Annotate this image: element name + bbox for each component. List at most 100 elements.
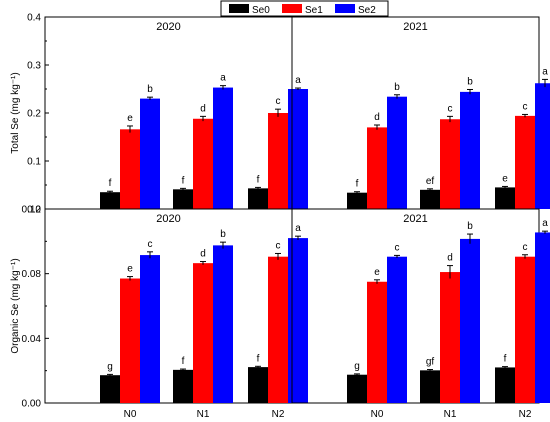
significance-letter: e	[374, 267, 380, 278]
significance-letter: d	[374, 112, 380, 123]
plot-frame	[44, 16, 293, 210]
significance-letter: e	[502, 173, 508, 184]
significance-letter: c	[148, 239, 153, 250]
chart-panels: 2020 0.0 0.1 0.2 0.3 0.4 Total Se (mg kg⁻¹) f e b…	[10, 13, 550, 420]
y-tick-label: 0.12	[22, 205, 42, 216]
bar-se1-n0	[120, 278, 140, 403]
bar-se0-n2	[248, 188, 268, 209]
bar-se1-n2	[515, 256, 535, 403]
bar-se0-n1	[420, 370, 440, 403]
significance-letter: f	[257, 174, 260, 185]
x-tick-label: N2	[272, 409, 285, 420]
bar-se0-n2	[248, 367, 268, 403]
bar-se0-n1	[173, 369, 193, 403]
significance-letter: e	[127, 113, 133, 124]
significance-letter: b	[147, 84, 153, 95]
bar-se2-n2	[535, 83, 550, 209]
significance-letter: a	[220, 73, 226, 84]
chart-panel-4: 2021 g e c N0 gf d b N1 f c a N2	[291, 208, 550, 420]
bar-se2-n1	[213, 245, 233, 403]
significance-letter: c	[523, 101, 528, 112]
bar-se2-n1	[460, 238, 480, 403]
significance-letter: gf	[426, 357, 435, 368]
significance-letter: d	[200, 249, 206, 260]
significance-letter: f	[257, 353, 260, 364]
significance-letter: b	[467, 76, 473, 87]
x-tick-label: N1	[197, 409, 210, 420]
bar-se2-n2	[288, 238, 308, 403]
significance-letter: c	[276, 96, 281, 107]
y-tick-label: 0.04	[22, 334, 42, 345]
y-tick-label: 0.08	[22, 269, 42, 280]
bar-se0-n0	[347, 192, 367, 209]
x-tick-label: N0	[371, 409, 384, 420]
significance-letter: a	[295, 223, 301, 234]
legend-label-se1: Se1	[305, 5, 323, 16]
bar-se1-n2	[268, 113, 288, 209]
x-tick-label: N2	[519, 409, 532, 420]
y-tick-label: 0.2	[27, 109, 41, 120]
bar-se1-n1	[193, 263, 213, 403]
bar-se2-n0	[140, 255, 160, 403]
significance-letter: c	[276, 240, 281, 251]
significance-letter: c	[395, 242, 400, 253]
legend-swatch-se2	[335, 4, 355, 13]
y-tick-label: 0.1	[27, 157, 41, 168]
legend-label-se0: Se0	[252, 5, 270, 16]
bar-se1-n0	[367, 127, 387, 209]
bar-se0-n1	[173, 189, 193, 209]
panel-title: 2020	[156, 21, 180, 33]
significance-letter: g	[107, 361, 113, 372]
y-tick-label: 0.4	[27, 13, 41, 24]
significance-letter: d	[447, 253, 453, 264]
bar-se2-n0	[387, 256, 407, 403]
significance-letter: d	[200, 103, 206, 114]
significance-letter: b	[467, 221, 473, 232]
bar-se2-n1	[460, 91, 480, 209]
panel-title: 2021	[403, 21, 427, 33]
bar-se2-n0	[387, 96, 407, 209]
legend-label-se2: Se2	[358, 5, 376, 16]
bar-se2-n1	[213, 87, 233, 209]
bar-se2-n0	[140, 98, 160, 209]
legend-swatch-se1	[282, 4, 302, 13]
y-axis-label: Total Se (mg kg⁻¹)	[10, 72, 21, 153]
bar-se1-n0	[367, 281, 387, 403]
significance-letter: f	[182, 175, 185, 186]
bar-se2-n2	[535, 232, 550, 403]
bar-se1-n1	[440, 119, 460, 209]
bar-se0-n0	[100, 192, 120, 209]
significance-letter: a	[295, 75, 301, 86]
y-tick-label: 0.00	[22, 399, 42, 410]
significance-letter: e	[127, 264, 133, 275]
bar-se0-n1	[420, 189, 440, 209]
significance-letter: f	[109, 178, 112, 189]
x-tick-label: N1	[444, 409, 457, 420]
panel-title: 2020	[156, 213, 180, 225]
panel-title: 2021	[403, 213, 427, 225]
legend: Se0 Se1 Se2	[220, 0, 389, 17]
bar-se1-n0	[120, 129, 140, 209]
significance-letter: f	[356, 179, 359, 190]
y-tick-label: 0.3	[27, 61, 41, 72]
significance-letter: c	[523, 242, 528, 253]
significance-letter: a	[542, 218, 548, 229]
significance-letter: b	[394, 82, 400, 93]
significance-letter: c	[448, 103, 453, 114]
significance-letter: b	[220, 229, 226, 240]
significance-letter: ef	[426, 176, 435, 187]
chart-panel-1: 2020 0.0 0.1 0.2 0.3 0.4 Total Se (mg kg⁻¹) f e b…	[10, 13, 308, 216]
bar-se1-n2	[515, 115, 535, 209]
x-tick-label: N0	[124, 409, 137, 420]
legend-swatch-se0	[229, 4, 249, 13]
significance-letter: f	[182, 356, 185, 367]
bar-se1-n2	[268, 256, 288, 403]
significance-letter: f	[504, 354, 507, 365]
significance-letter: a	[542, 66, 548, 77]
bar-se0-n2	[495, 187, 515, 209]
bar-se2-n2	[288, 89, 308, 209]
significance-letter: g	[354, 361, 360, 372]
chart-panel-2: 2021 f d b ef c b e c a	[291, 16, 550, 210]
bar-se0-n2	[495, 367, 515, 403]
